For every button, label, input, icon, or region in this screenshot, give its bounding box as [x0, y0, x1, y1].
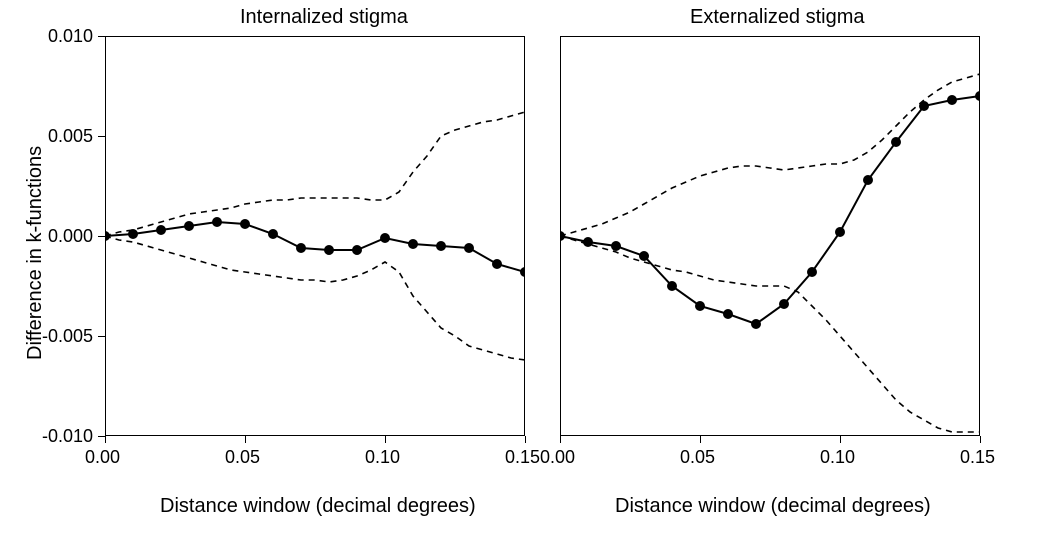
- data-point: [408, 239, 418, 249]
- data-point: [560, 231, 565, 241]
- data-point: [324, 245, 334, 255]
- data-point: [380, 233, 390, 243]
- data-point: [835, 227, 845, 237]
- data-point: [128, 229, 138, 239]
- data-point: [751, 319, 761, 329]
- data-point: [156, 225, 166, 235]
- data-point: [212, 217, 222, 227]
- main-series-line: [560, 96, 980, 324]
- y-tick: [98, 336, 105, 337]
- y-tick-label: -0.010: [38, 426, 93, 447]
- data-point: [779, 299, 789, 309]
- x-tick: [700, 436, 701, 443]
- y-tick-label: -0.005: [38, 326, 93, 347]
- panel-title-right: Externalized stigma: [690, 6, 865, 29]
- data-point: [296, 243, 306, 253]
- data-point: [268, 229, 278, 239]
- data-point: [667, 281, 677, 291]
- data-point: [436, 241, 446, 251]
- x-tick-label: 0.05: [680, 447, 715, 468]
- y-tick: [98, 236, 105, 237]
- y-tick-label: 0.000: [38, 226, 93, 247]
- envelope-upper: [105, 112, 525, 236]
- data-point: [464, 243, 474, 253]
- x-tick-label: 0.00: [540, 447, 575, 468]
- x-tick-label: 0.05: [225, 447, 260, 468]
- envelope-upper: [560, 74, 980, 236]
- envelope-lower: [105, 236, 525, 360]
- x-tick-label: 0.10: [820, 447, 855, 468]
- figure-root: Difference in k-functions Internalized s…: [0, 0, 1050, 541]
- data-point: [492, 259, 502, 269]
- data-point: [695, 301, 705, 311]
- data-point: [240, 219, 250, 229]
- data-point: [639, 251, 649, 261]
- data-point: [723, 309, 733, 319]
- data-point: [863, 175, 873, 185]
- y-tick: [98, 136, 105, 137]
- data-point: [583, 237, 593, 247]
- data-point: [807, 267, 817, 277]
- x-tick-label: 0.10: [365, 447, 400, 468]
- plot-svg-left: [105, 36, 525, 436]
- x-tick: [560, 436, 561, 443]
- x-tick: [525, 436, 526, 443]
- data-point: [105, 231, 110, 241]
- data-point: [947, 95, 957, 105]
- y-tick: [98, 36, 105, 37]
- data-point: [975, 91, 980, 101]
- x-tick: [980, 436, 981, 443]
- x-tick-label: 0.15: [505, 447, 540, 468]
- y-tick-label: 0.010: [38, 26, 93, 47]
- x-axis-label-right: Distance window (decimal degrees): [615, 495, 931, 518]
- data-point: [352, 245, 362, 255]
- y-tick-label: 0.005: [38, 126, 93, 147]
- data-point: [611, 241, 621, 251]
- data-point: [520, 267, 525, 277]
- x-tick-label: 0.00: [85, 447, 120, 468]
- plot-svg-right: [560, 36, 980, 436]
- x-tick: [385, 436, 386, 443]
- data-point: [891, 137, 901, 147]
- panel-title-left: Internalized stigma: [240, 6, 408, 29]
- data-point: [184, 221, 194, 231]
- x-tick: [840, 436, 841, 443]
- data-point: [919, 101, 929, 111]
- envelope-lower: [560, 236, 980, 432]
- y-tick: [98, 436, 105, 437]
- x-tick-label: 0.15: [960, 447, 995, 468]
- main-series-line: [105, 222, 525, 272]
- x-axis-label-left: Distance window (decimal degrees): [160, 495, 476, 518]
- x-tick: [105, 436, 106, 443]
- x-tick: [245, 436, 246, 443]
